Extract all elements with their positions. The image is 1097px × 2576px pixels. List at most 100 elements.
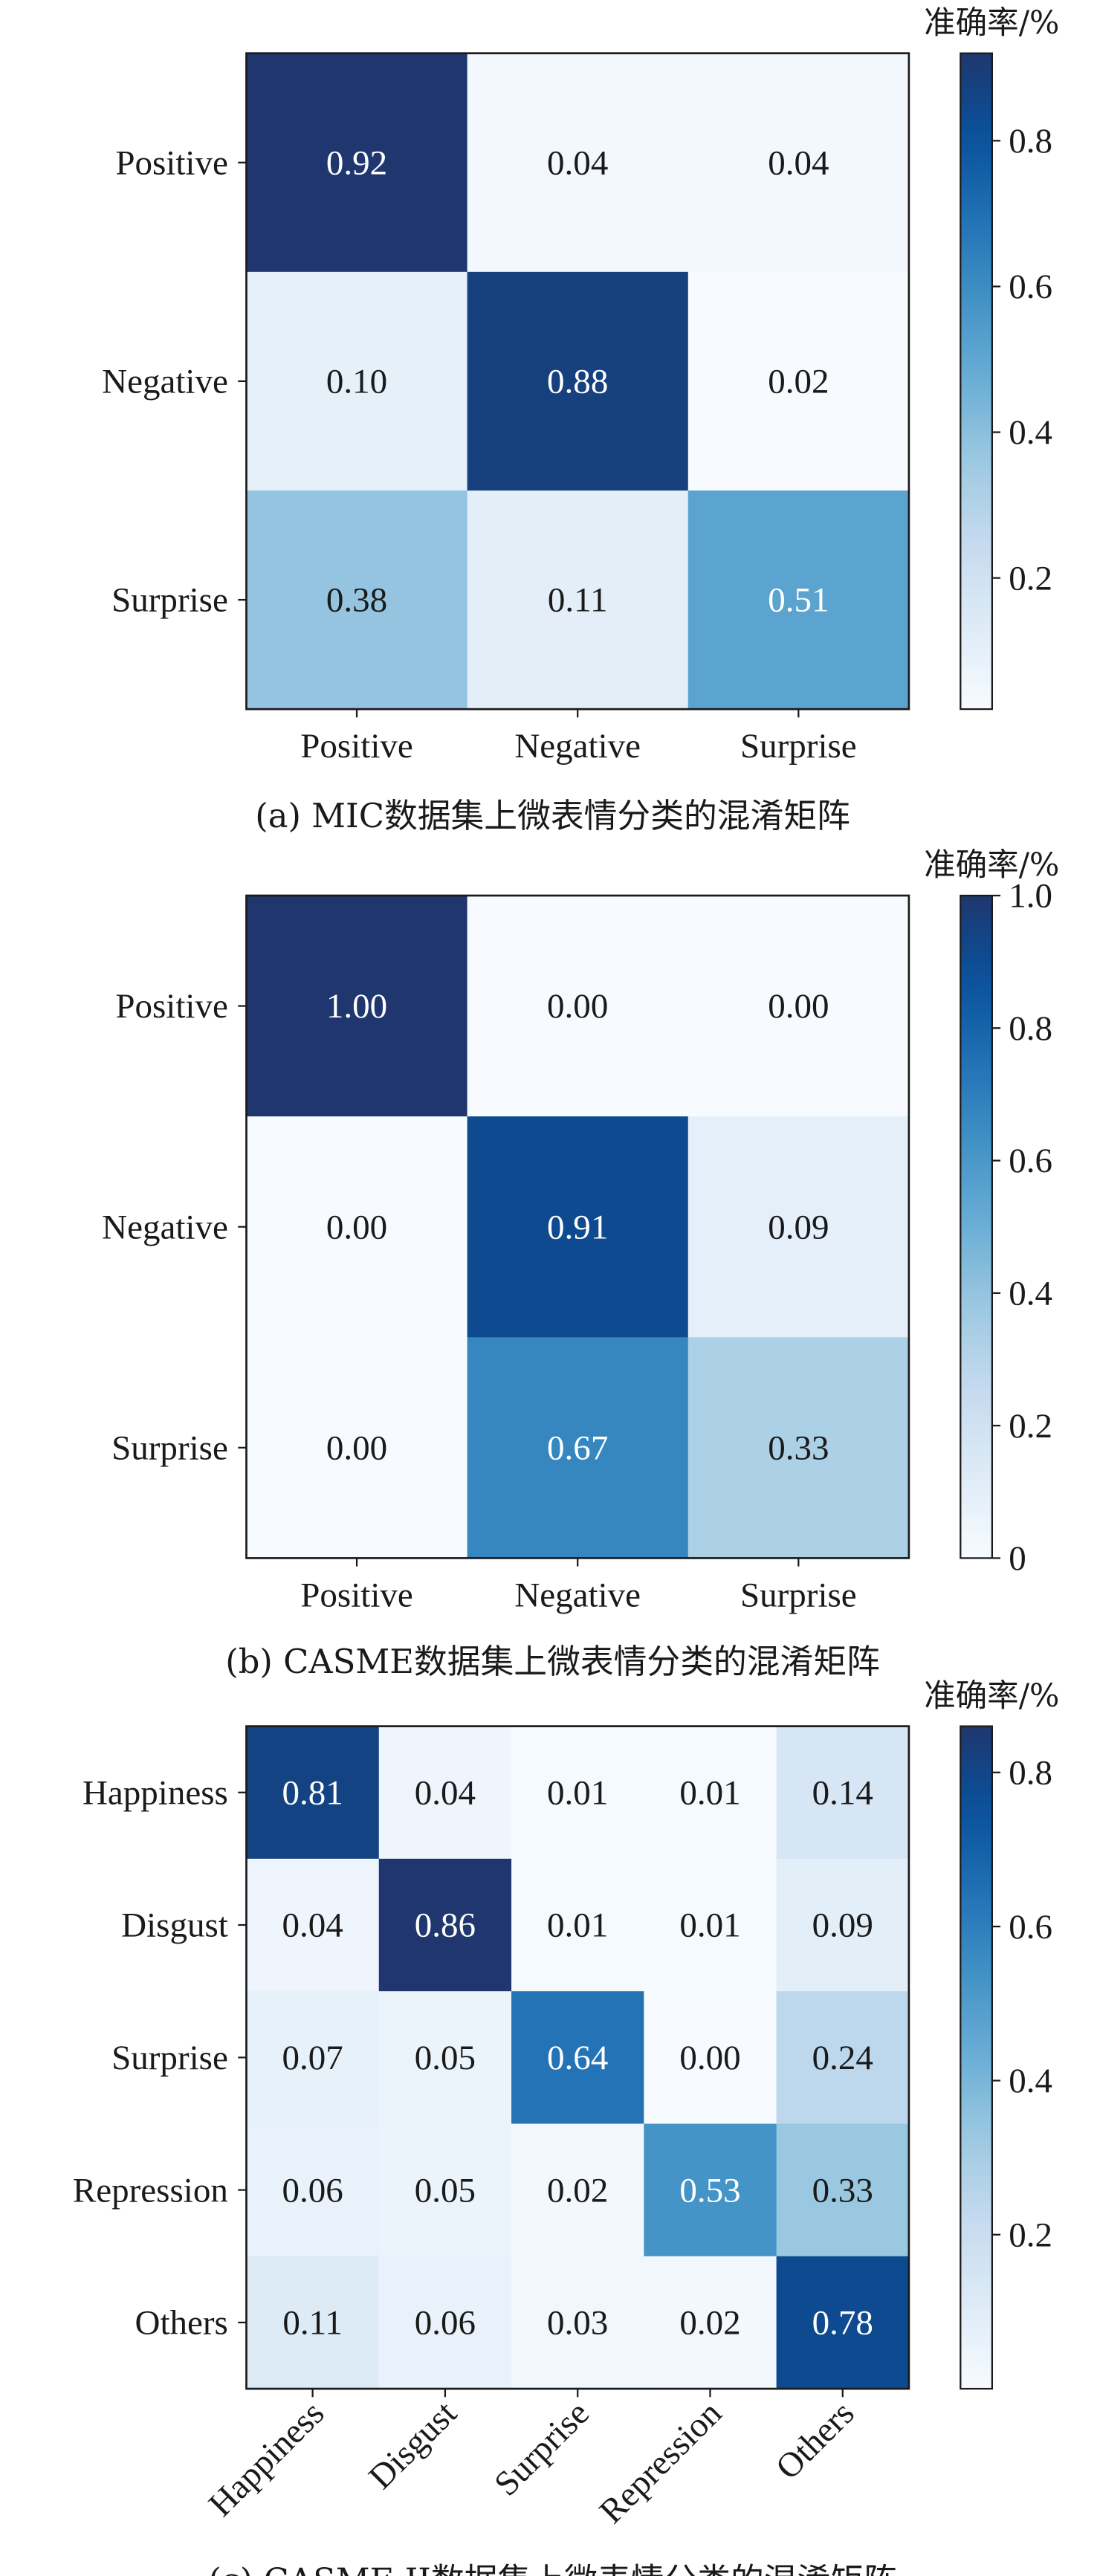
x-tick-label: Positive [300, 727, 413, 766]
x-tick-label: Surprise [740, 727, 857, 766]
y-tick-label: Negative [102, 363, 228, 401]
heatmap-cell [378, 1726, 512, 1860]
cell-value-label: 0.92 [326, 143, 387, 182]
heatmap-cell [246, 1337, 468, 1559]
colorbar-tick-label: 1.0 [1009, 877, 1052, 916]
heatmap-cell [467, 1116, 689, 1338]
y-tick-label: Repression [73, 2171, 228, 2210]
heatmap-cell [467, 895, 689, 1117]
cell-value-label: 0.04 [768, 143, 829, 182]
colorbar-tick-label: 0.8 [1009, 122, 1052, 161]
y-tick-label: Happiness [82, 1773, 228, 1812]
x-tick-label: Surprise [487, 2394, 597, 2504]
cell-value-label: 0.24 [812, 2039, 873, 2077]
colorbar [960, 894, 994, 1559]
x-tick-label: Positive [300, 1576, 413, 1614]
y-tick-label: Positive [115, 143, 228, 182]
heatmap-cell [687, 490, 910, 710]
heatmap-cell [644, 2123, 777, 2257]
heatmap-cell [378, 1858, 512, 1992]
figure-caption: (c) CASME II数据集上微表情分类的混淆矩阵 [208, 2560, 897, 2576]
cell-value-label: 0.03 [547, 2304, 608, 2343]
colorbar-title: 准确率/% [924, 5, 1059, 42]
heatmap-cell [467, 53, 689, 273]
colorbar-tick-label: 0.8 [1009, 1753, 1052, 1792]
heatmap-cell [511, 1991, 645, 2125]
heatmap-cell [246, 895, 468, 1117]
colorbar [960, 52, 994, 711]
figure-caption: (a) MIC数据集上微表情分类的混淆矩阵 [255, 796, 850, 835]
cell-value-label: 0.09 [812, 1906, 873, 1945]
cell-value-label: 0.38 [326, 581, 387, 620]
x-tick-label: Others [768, 2394, 861, 2487]
x-tick-label: Negative [514, 727, 641, 766]
heatmap-cell [246, 490, 468, 710]
heatmap-cell [246, 1116, 468, 1338]
heatmap-cell [644, 1726, 777, 1860]
colorbar-tick-label: 0.4 [1009, 413, 1052, 452]
y-tick-label: Positive [115, 987, 228, 1026]
heatmap-cell [246, 2123, 380, 2257]
colorbar-tick-label: 0.4 [1009, 1275, 1052, 1313]
cell-value-label: 0.91 [547, 1208, 608, 1246]
heatmap-cell [511, 2256, 645, 2389]
colorbar-tick-label: 0.8 [1009, 1009, 1052, 1048]
cell-value-label: 0.64 [547, 2039, 608, 2077]
cell-value-label: 0.02 [679, 2304, 740, 2343]
heatmap-cell [467, 490, 689, 710]
heatmap-cell [511, 1726, 645, 1860]
cell-value-label: 0.05 [415, 2171, 476, 2210]
cell-value-label: 0.10 [326, 363, 387, 401]
cell-value-label: 0.01 [679, 1773, 740, 1812]
confusion-matrix-2: 1.00 0.00 0.000.00 0.91 0.090.00 0.67 0.33Posi… [102, 847, 1059, 1681]
y-tick-label: Negative [102, 1208, 228, 1246]
heatmap-cell [644, 1991, 777, 2125]
heatmap-cell [246, 1858, 380, 1992]
cell-value-label: 0.33 [768, 1429, 829, 1468]
cell-value-label: 0.01 [547, 1906, 608, 1945]
colorbar-tick-label: 0.6 [1009, 268, 1052, 306]
cell-value-label: 0.78 [812, 2304, 873, 2343]
x-tick-label: Surprise [740, 1576, 857, 1614]
cell-value-label: 0.14 [812, 1773, 873, 1812]
heatmap-cell [776, 1858, 910, 1992]
heatmap-cell [467, 271, 689, 491]
heatmap-cell [378, 1991, 512, 2125]
heatmap-cell [687, 53, 910, 273]
x-tick-label: Happiness [201, 2394, 331, 2524]
cell-value-label: 0.09 [768, 1208, 829, 1246]
cell-value-label: 0.00 [768, 987, 829, 1026]
x-tick-label: Negative [514, 1576, 641, 1614]
cell-value-label: 0.88 [547, 363, 608, 401]
heatmap-cell [687, 1116, 910, 1338]
x-tick-label: Disgust [361, 2394, 464, 2496]
cell-value-label: 0.00 [326, 1429, 387, 1468]
cell-value-label: 0.01 [679, 1906, 740, 1945]
colorbar-tick-label: 0.2 [1009, 1407, 1052, 1446]
figure-root: 0.92 0.04 0.04 0.10 0.88 0.02 0.38 0.11 0.51 Posi… [73, 5, 1060, 2576]
cell-value-label: 0.04 [547, 143, 608, 182]
cell-value-label: 0.33 [812, 2171, 873, 2210]
heatmap-cell [776, 1991, 910, 2125]
cell-value-label: 0.11 [282, 2304, 343, 2343]
heatmap-cell [776, 2123, 910, 2257]
heatmap-cell [776, 1726, 910, 1860]
cell-value-label: 0.02 [547, 2171, 608, 2210]
cell-value-label: 0.11 [548, 581, 608, 620]
heatmap-cell [467, 1337, 689, 1559]
y-tick-label: Disgust [121, 1906, 228, 1945]
heatmap-cell [511, 2123, 645, 2257]
colorbar-title: 准确率/% [924, 1678, 1059, 1715]
cell-value-label: 0.00 [679, 2039, 740, 2077]
cell-value-label: 0.01 [547, 1773, 608, 1812]
cell-value-label: 0.04 [282, 1906, 343, 1945]
cell-value-label: 0.07 [282, 2039, 343, 2077]
heatmap-cell [644, 1858, 777, 1992]
heatmap-cell [246, 1991, 380, 2125]
cell-value-label: 0.86 [415, 1906, 476, 1945]
cell-value-label: 0.67 [547, 1429, 608, 1468]
heatmap-cell [246, 271, 468, 491]
heatmap-cell [687, 895, 910, 1117]
cell-value-label: 0.04 [415, 1773, 476, 1812]
